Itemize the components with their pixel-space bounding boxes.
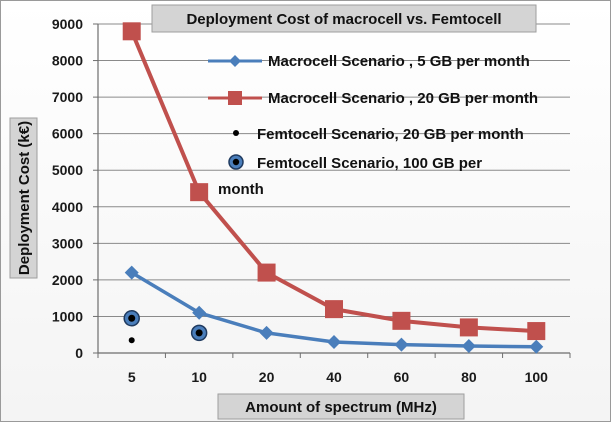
x-axis-label: Amount of spectrum (MHz) xyxy=(245,399,437,416)
legend-label-femto-100gb-line2: month xyxy=(218,181,264,198)
legend-marker-macro-20gb xyxy=(228,91,242,105)
y-axis-label-box xyxy=(9,117,38,279)
legend-marker-femto-100gb-dot xyxy=(232,158,240,166)
y-tick-1000: 1000 xyxy=(52,308,83,324)
series-1-point-20 xyxy=(257,263,276,282)
legend-label-macro-5gb: Macrocell Scenario , 5 GB per month xyxy=(268,53,530,70)
series-2-point-5 xyxy=(128,337,135,344)
x-tick-80: 80 xyxy=(461,369,477,385)
series-0-point-80 xyxy=(461,339,476,354)
series-3 xyxy=(123,310,208,342)
x-tick-labels: 5 10 20 40 60 80 100 xyxy=(128,369,548,385)
y-tick-8000: 8000 xyxy=(52,53,83,69)
series-0-point-5 xyxy=(124,265,139,280)
x-axis-label-box xyxy=(217,393,465,420)
y-tick-7000: 7000 xyxy=(52,89,83,105)
series-1 xyxy=(122,22,546,341)
series-0-point-60 xyxy=(394,337,409,352)
y-tick-labels: 0 1000 2000 3000 4000 5000 6000 7000 8000 9000 xyxy=(52,16,83,361)
legend-label-femto-20gb: Femtocell Scenario, 20 GB per month xyxy=(257,126,524,143)
x-tick-10: 10 xyxy=(191,369,207,385)
chart-title: Deployment Cost of macrocell vs. Femtoce… xyxy=(186,11,501,28)
series-1-point-100 xyxy=(527,322,546,341)
legend-marker-macro-5gb xyxy=(229,55,241,67)
legend-label-femto-100gb: Femtocell Scenario, 100 GB per month xyxy=(218,155,486,198)
x-tick-40: 40 xyxy=(326,369,342,385)
x-tick-100: 100 xyxy=(525,369,549,385)
series-1-point-10 xyxy=(190,183,209,202)
y-axis-label: Deployment Cost (k€) xyxy=(16,121,33,275)
legend-marker-femto-20gb xyxy=(233,130,239,136)
x-tick-5: 5 xyxy=(128,369,136,385)
series-0-point-40 xyxy=(327,335,341,350)
y-tick-5000: 5000 xyxy=(52,162,83,178)
series-1-point-40 xyxy=(325,300,343,319)
x-tick-60: 60 xyxy=(394,369,410,385)
series-0-point-20 xyxy=(259,325,274,340)
y-tick-9000: 9000 xyxy=(52,16,83,32)
y-tick-2000: 2000 xyxy=(52,272,83,288)
y-tick-4000: 4000 xyxy=(52,199,83,215)
series-3-point-5 xyxy=(128,314,136,322)
series-1-point-80 xyxy=(459,318,478,337)
axes xyxy=(93,23,571,358)
series-2 xyxy=(128,337,135,344)
y-tick-0: 0 xyxy=(75,345,83,361)
series-3-point-10 xyxy=(195,329,203,337)
data-series xyxy=(122,22,546,354)
x-tick-20: 20 xyxy=(259,369,275,385)
chart-title-box xyxy=(151,4,537,33)
y-tick-6000: 6000 xyxy=(52,126,83,142)
series-0 xyxy=(124,265,544,354)
legend-label-macro-20gb: Macrocell Scenario , 20 GB per month xyxy=(268,90,538,107)
legend: Macrocell Scenario , 5 GB per month Macr… xyxy=(208,53,538,198)
series-1-point-60 xyxy=(392,311,411,330)
series-0-point-10 xyxy=(192,305,207,320)
y-tick-3000: 3000 xyxy=(52,235,83,251)
legend-label-femto-100gb-line1: Femtocell Scenario, 100 GB per xyxy=(257,155,482,172)
series-1-point-5 xyxy=(122,22,141,41)
series-1-line xyxy=(129,30,537,334)
series-0-point-100 xyxy=(529,339,544,354)
